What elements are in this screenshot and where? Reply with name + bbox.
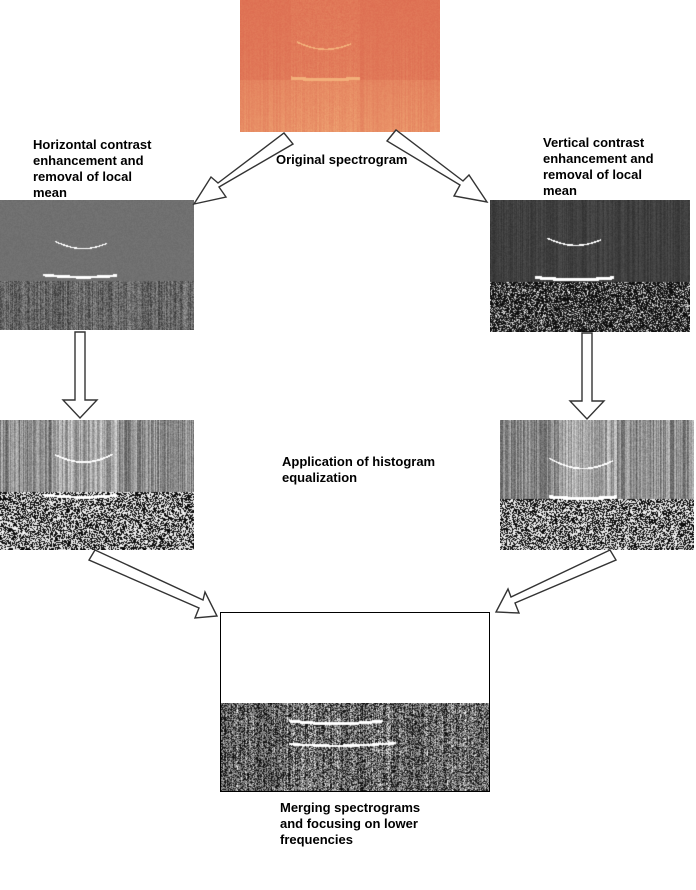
merging-label-line-1: Merging spectrograms [280, 800, 421, 815]
arrow-horizontal-down [61, 331, 99, 420]
vertical-equalized-image [500, 420, 694, 550]
arrow-original-to-horizontal [192, 132, 295, 206]
histogram-label-line-2: equalization [282, 470, 358, 485]
arrow-vertical-to-merged [494, 549, 618, 614]
arrow-horizontal-to-merged [87, 549, 219, 619]
vertical-step-label: Vertical contrast enhancement and remova… [543, 135, 654, 199]
vertical-equalized-spectrogram [500, 420, 694, 550]
horizontal-equalized-spectrogram [0, 420, 194, 550]
vertical-enhanced-image [490, 200, 690, 332]
horizontal-label-line-4: mean [33, 185, 67, 200]
merging-label-line-3: frequencies [280, 832, 353, 847]
horizontal-step-label: Horizontal contrast enhancement and remo… [33, 137, 151, 201]
horizontal-enhanced-image [0, 200, 194, 330]
original-spectrogram-image [240, 0, 440, 132]
merged-spectrogram [220, 612, 490, 792]
merging-label-line-2: and focusing on lower [280, 816, 418, 831]
horizontal-equalized-image [0, 420, 194, 550]
histogram-step-label: Application of histogram equalization [282, 454, 435, 486]
vertical-label-line-2: enhancement and [543, 151, 654, 166]
horizontal-label-line-1: Horizontal contrast [33, 137, 152, 152]
horizontal-label-line-2: enhancement and [33, 153, 144, 168]
vertical-label-line-3: removal of local [543, 167, 642, 182]
original-label-text: Original spectrogram [276, 152, 408, 167]
horizontal-enhanced-spectrogram [0, 200, 194, 330]
vertical-label-line-4: mean [543, 183, 577, 198]
original-spectrogram [240, 0, 440, 132]
vertical-label-line-1: Vertical contrast [543, 135, 645, 150]
horizontal-label-line-3: removal of local [33, 169, 132, 184]
arrow-vertical-down [568, 332, 606, 421]
arrow-original-to-vertical [385, 129, 489, 203]
histogram-label-line-1: Application of histogram [282, 454, 436, 469]
merged-spectrogram-image [221, 703, 489, 791]
original-spectrogram-label: Original spectrogram [276, 152, 407, 168]
merging-step-label: Merging spectrograms and focusing on low… [280, 800, 420, 848]
vertical-enhanced-spectrogram [490, 200, 690, 332]
